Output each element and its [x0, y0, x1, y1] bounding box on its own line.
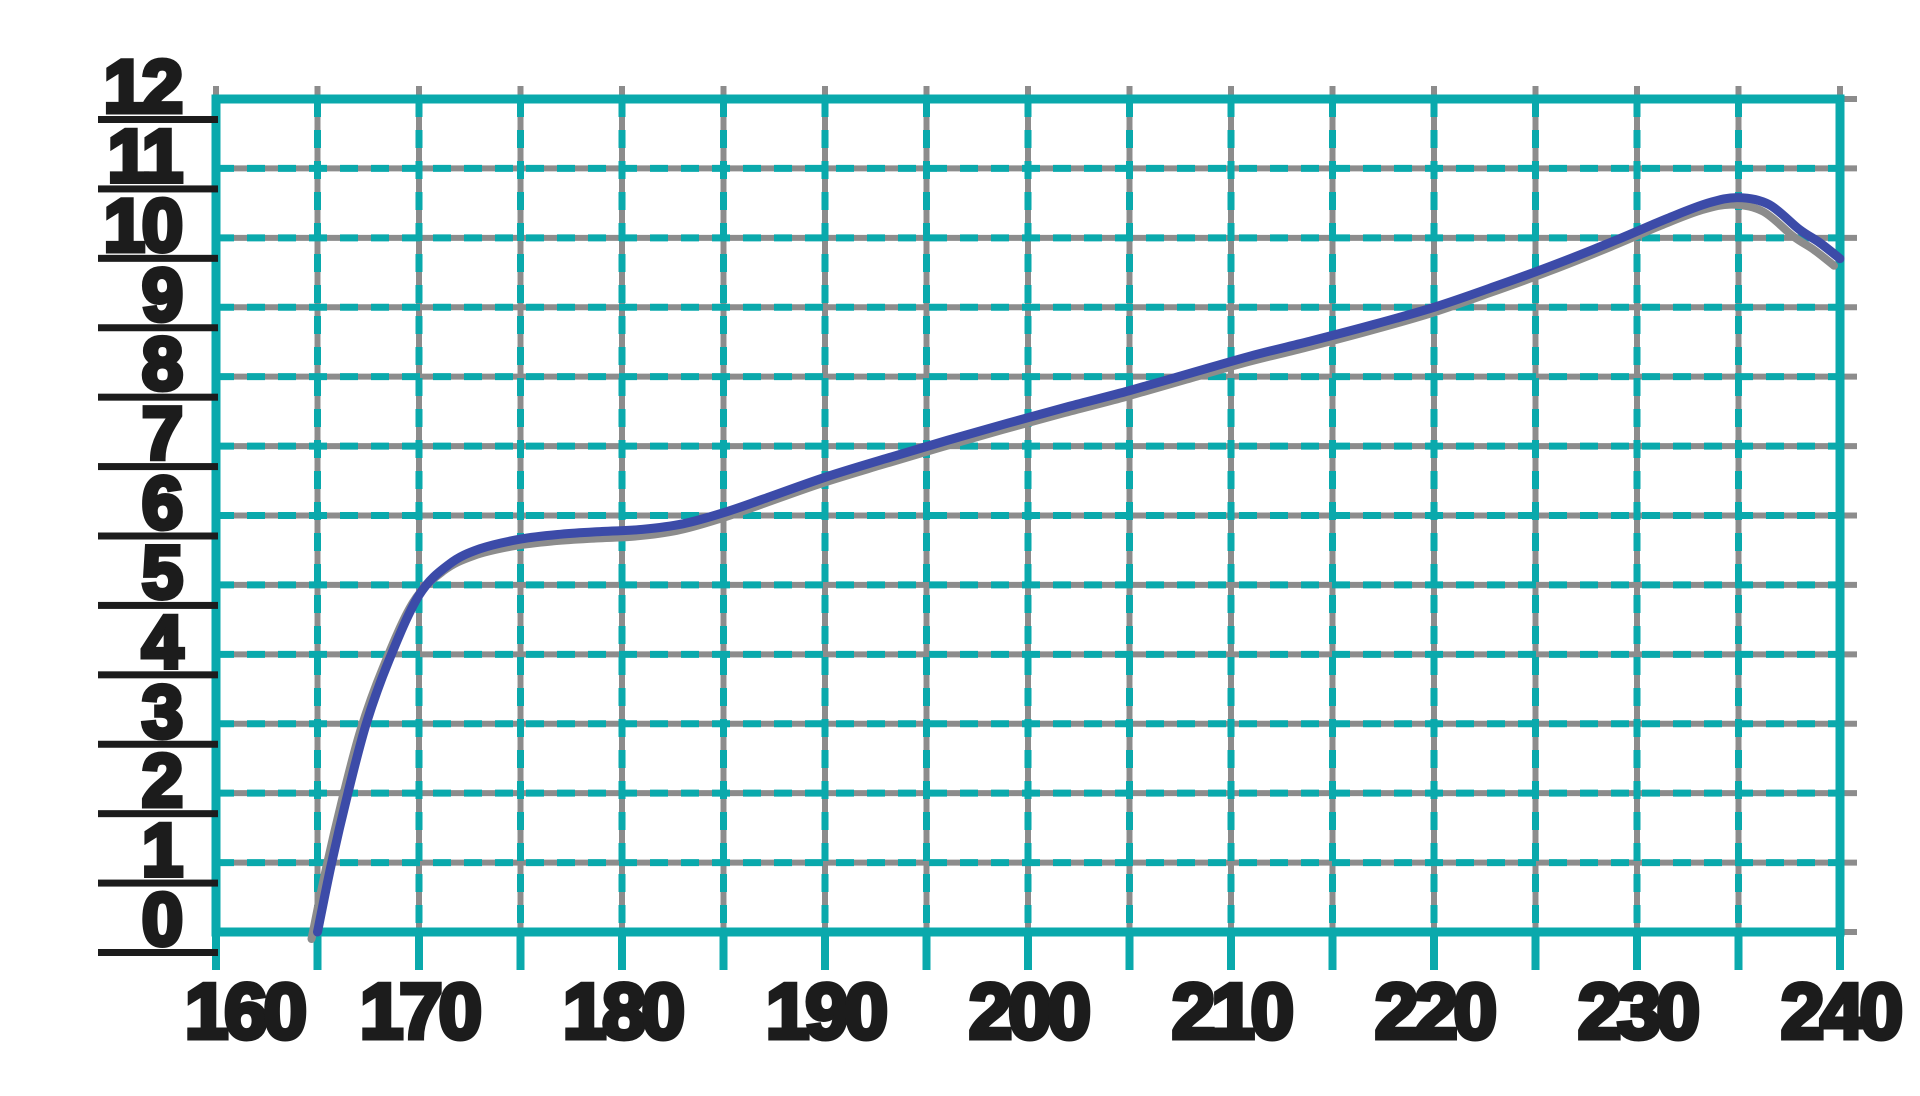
x-tick-label: 200	[969, 967, 1089, 1055]
x-axis-ticks	[212, 934, 1844, 970]
line-chart: 0 1 2 3 4 5 6 7 8 9 10 11 12 160 170 180 190 200 210 220 230…	[40, 16, 1920, 1096]
y-tick-label: 8	[142, 323, 181, 406]
y-tick-line	[98, 879, 218, 887]
y-tick-line	[98, 810, 218, 818]
x-tick-label: 240	[1781, 967, 1901, 1055]
x-tick-label: 220	[1375, 967, 1495, 1055]
y-tick-line	[98, 949, 218, 956]
y-tick-label: 0	[142, 878, 181, 961]
y-tick-label: 10	[104, 184, 181, 267]
y-tick-line	[98, 324, 218, 332]
x-tick-label: 180	[563, 967, 683, 1055]
y-tick-label: 11	[108, 114, 182, 197]
y-tick-label: 12	[104, 45, 181, 128]
x-tick-label: 190	[766, 967, 886, 1055]
x-tick-label: 230	[1578, 967, 1698, 1055]
y-tick-line	[98, 532, 218, 540]
y-tick-label: 2	[142, 739, 181, 822]
plot-border	[211, 94, 1845, 937]
x-tick-label: 170	[360, 967, 480, 1055]
y-axis-ticks	[98, 116, 218, 956]
teal-dashed-grid	[216, 99, 1840, 932]
y-tick-label: 1	[142, 809, 182, 892]
y-tick-line	[98, 740, 218, 748]
x-tick-label: 210	[1172, 967, 1292, 1055]
y-tick-line	[98, 254, 218, 262]
y-tick-label: 5	[142, 531, 182, 614]
y-tick-line	[98, 671, 218, 679]
x-axis-labels: 160 170 180 190 200 210 220 230 240	[182, 965, 1907, 1058]
y-tick-label: 3	[142, 670, 181, 753]
x-tick-label: 160	[185, 967, 305, 1055]
y-tick-label: 7	[142, 392, 180, 475]
y-tick-line	[98, 601, 218, 609]
y-tick-line	[98, 393, 218, 401]
y-tick-line	[98, 463, 218, 471]
y-tick-label: 6	[142, 462, 181, 545]
y-tick-line	[98, 116, 218, 123]
y-tick-label: 9	[142, 253, 181, 336]
data-curve	[313, 193, 1845, 937]
y-tick-line	[98, 185, 218, 193]
curve-shadow	[307, 200, 1838, 943]
